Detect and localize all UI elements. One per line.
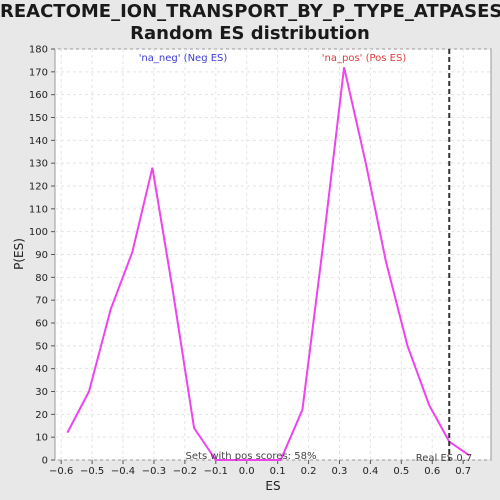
pos-scores-label: Sets with pos scores: 58% (186, 451, 317, 462)
x-tick-label: 0.1 (270, 466, 286, 477)
x-tick-label: −0.6 (49, 466, 73, 477)
x-tick-label: 0.0 (239, 466, 255, 477)
x-tick-label: −0.3 (142, 466, 166, 477)
x-tick-label: 0.7 (455, 466, 471, 477)
y-tick-label: 130 (29, 159, 48, 170)
x-tick-label: 0.3 (332, 466, 348, 477)
y-tick-label: 70 (35, 296, 48, 307)
y-tick-label: 140 (29, 136, 48, 147)
y-tick-label: 60 (35, 319, 48, 330)
y-tick-label: 50 (35, 341, 48, 352)
legend-neg-label: 'na_neg' (Neg ES) (139, 53, 228, 64)
grid-lines (55, 48, 491, 461)
y-tick-label: 10 (35, 433, 48, 444)
chart-title: REACTOME_ION_TRANSPORT_BY_P_TYPE_ATPASES… (0, 1, 500, 45)
chart-title-line2: Random ES distribution (130, 23, 370, 44)
y-tick-label: 40 (35, 364, 48, 375)
legend-pos-label: 'na_pos' (Pos ES) (322, 53, 407, 64)
x-tick-label: 0.2 (301, 466, 317, 477)
x-tick-label: −0.4 (111, 466, 135, 477)
chart-title-line1: REACTOME_ION_TRANSPORT_BY_P_TYPE_ATPASES… (0, 1, 500, 22)
x-tick-label: 0.6 (424, 466, 440, 477)
y-tick-label: 20 (35, 410, 48, 421)
x-tick-label: 0.5 (393, 466, 409, 477)
real-es-label: Real ES 0.7 (416, 453, 472, 464)
y-tick-label: 150 (29, 113, 48, 124)
y-tick-label: 160 (29, 90, 48, 101)
x-tick-label: 0.4 (362, 466, 378, 477)
y-tick-label: 90 (35, 250, 48, 261)
y-tick-label: 30 (35, 387, 48, 398)
x-tick-label: −0.5 (80, 466, 104, 477)
y-axis: 0 10 20 30 40 50 60 70 80 90 100 110 120 130 140 150 160… (29, 45, 55, 467)
y-tick-label: 120 (29, 182, 48, 193)
x-tick-label: −0.2 (173, 466, 197, 477)
y-tick-label: 170 (29, 67, 48, 78)
x-axis: −0.6 −0.5 −0.4 −0.3 −0.2 −0.1 0.0 0.1 0.2 0.3 0.4 0… (49, 460, 471, 477)
x-tick-label: −0.1 (204, 466, 228, 477)
y-tick-label: 180 (29, 45, 48, 56)
x-axis-label: ES (265, 479, 280, 493)
y-tick-label: 80 (35, 273, 48, 284)
series-line (66, 67, 470, 461)
y-tick-label: 110 (29, 204, 48, 215)
y-axis-label: P(ES) (12, 238, 26, 270)
y-tick-label: 0 (42, 456, 48, 467)
y-tick-label: 100 (29, 227, 48, 238)
